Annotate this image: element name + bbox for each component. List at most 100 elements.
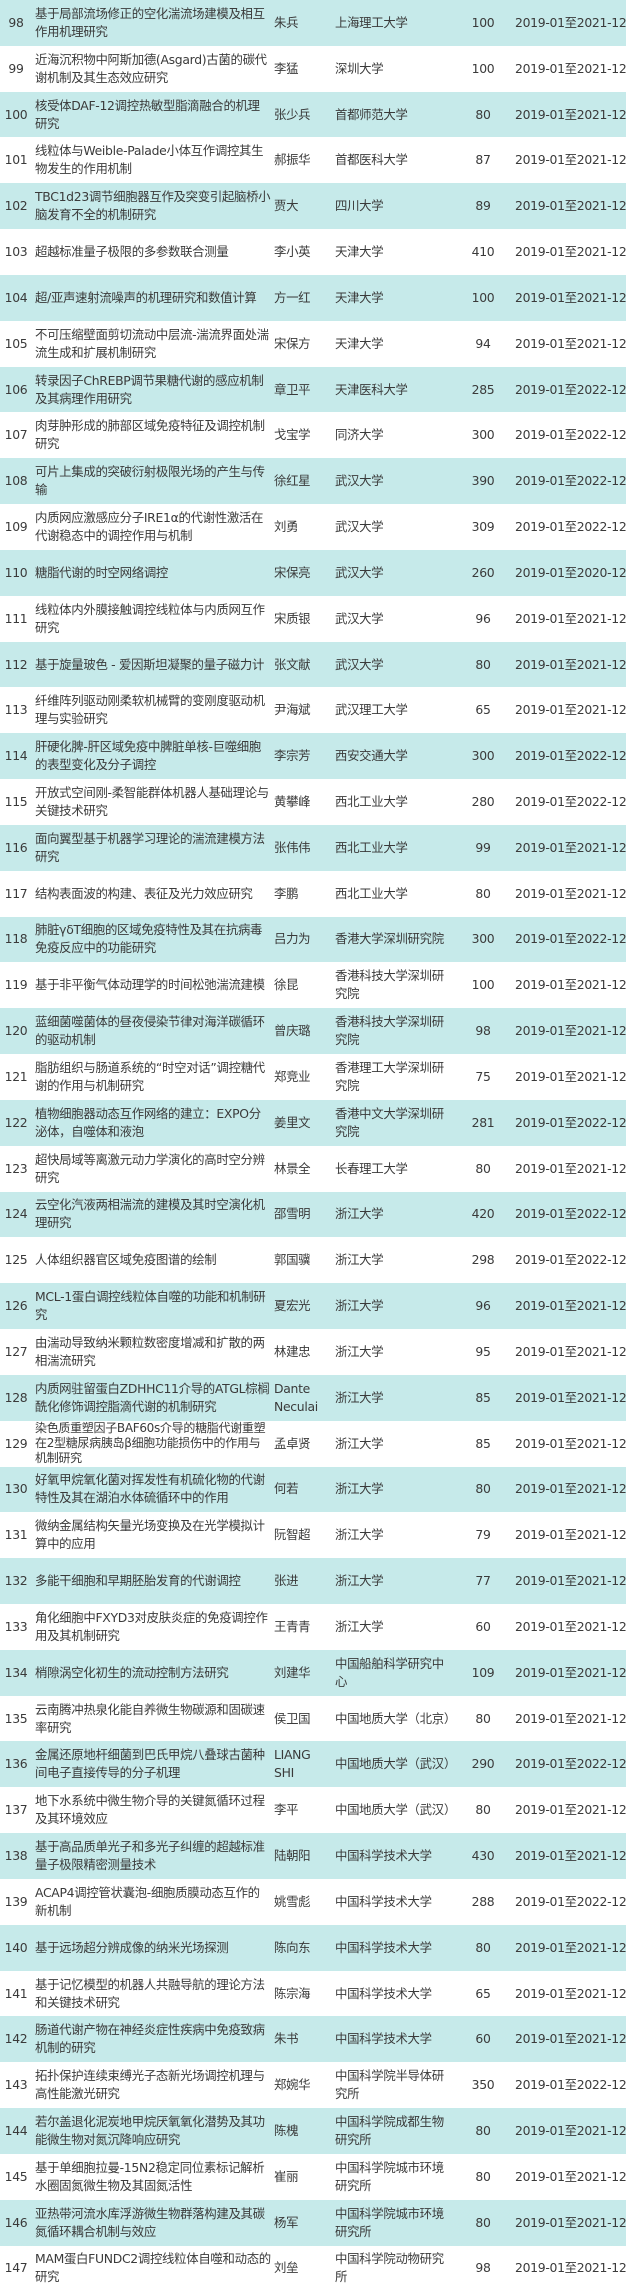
num-text: 129 bbox=[4, 1435, 28, 1451]
title-text: 线粒体内外膜接触调控线粒体与内质网互作研究 bbox=[35, 601, 265, 635]
cell-period: 2019-01至2021-12 bbox=[515, 2016, 626, 2062]
cell-title: 由湍动导致纳米颗粒数密度增减和扩散的两相湍流研究 bbox=[35, 1329, 271, 1375]
table-row: 124 云空化汽液两相湍流的建模及其时空演化机理研究 邵雪明 浙江大学 420 2019-… bbox=[0, 1191, 626, 1238]
leader-text: 李小英 bbox=[274, 244, 311, 260]
cell-leader: 方一红 bbox=[274, 275, 332, 321]
cell-leader: 侯卫国 bbox=[274, 1696, 332, 1742]
cell-org: 香港中文大学深圳研究院 bbox=[335, 1100, 453, 1146]
leader-text: 李猛 bbox=[274, 60, 299, 76]
amount-text: 309 bbox=[471, 519, 495, 535]
leader-text: 刘勇 bbox=[274, 519, 299, 535]
leader-text: Dante Neculai bbox=[274, 1380, 318, 1414]
cell-period: 2019-01至2020-12 bbox=[515, 550, 626, 596]
num-text: 122 bbox=[4, 1114, 28, 1130]
org-text: 武汉大学 bbox=[335, 564, 384, 580]
cell-org: 浙江大学 bbox=[335, 1467, 453, 1513]
org-text: 中国科学技术大学 bbox=[335, 1939, 432, 1955]
cell-period: 2019-01至2021-12 bbox=[515, 2246, 626, 2292]
num-text: 123 bbox=[4, 1160, 28, 1176]
cell-num: 105 bbox=[0, 321, 32, 367]
org-text: 浙江大学 bbox=[335, 1389, 384, 1405]
cell-period: 2019-01至2021-12 bbox=[515, 2108, 626, 2154]
title-text: 基于旋量玻色 - 爱因斯坦凝聚的量子磁力计 bbox=[35, 656, 265, 672]
cell-org: 中国科学院半导体研究所 bbox=[335, 2062, 453, 2108]
num-text: 118 bbox=[4, 931, 28, 947]
num-text: 103 bbox=[4, 244, 28, 260]
amount-text: 280 bbox=[471, 793, 495, 809]
cell-org: 天津大学 bbox=[335, 321, 453, 367]
amount-text: 65 bbox=[475, 702, 491, 718]
org-text: 浙江大学 bbox=[335, 1618, 384, 1634]
cell-period: 2019-01至2021-12 bbox=[515, 2154, 626, 2200]
org-text: 中国科学院动物研究所 bbox=[335, 2251, 444, 2285]
cell-org: 中国科学院城市环境研究所 bbox=[335, 2154, 453, 2200]
leader-text: 李鹏 bbox=[274, 885, 299, 901]
period-text: 2019-01至2021-12 bbox=[515, 2123, 626, 2138]
cell-period: 2019-01至2021-12 bbox=[515, 275, 626, 321]
table-row: 132 多能干细胞和早期胚胎发育的代谢调控 张进 浙江大学 77 2019-01至2021… bbox=[0, 1558, 626, 1604]
org-text: 中国科学院半导体研究所 bbox=[335, 2068, 444, 2102]
cell-num: 99 bbox=[0, 46, 32, 92]
cell-amount: 77 bbox=[458, 1558, 508, 1604]
cell-title: 梢隙涡空化初生的流动控制方法研究 bbox=[35, 1650, 271, 1696]
amount-text: 87 bbox=[475, 152, 491, 168]
cell-period: 2019-01至2021-12 bbox=[515, 596, 626, 642]
table-row: 139 ACAP4调控管状囊泡-细胞质膜动态互作的新机制 姚雪彪 中国科学技术大学 28… bbox=[0, 1879, 626, 1925]
org-text: 天津医科大学 bbox=[335, 381, 408, 397]
cell-num: 126 bbox=[0, 1283, 32, 1329]
leader-text: 邵雪明 bbox=[274, 1206, 311, 1222]
cell-period: 2019-01至2021-12 bbox=[515, 1650, 626, 1696]
amount-text: 98 bbox=[475, 2260, 491, 2276]
period-text: 2019-01至2021-12 bbox=[515, 1710, 626, 1726]
amount-text: 79 bbox=[475, 1527, 491, 1543]
leader-text: 张进 bbox=[274, 1573, 299, 1589]
cell-leader: 尹海斌 bbox=[274, 687, 332, 733]
cell-period: 2019-01至2022-12 bbox=[515, 779, 626, 825]
org-text: 浙江大学 bbox=[335, 1343, 384, 1359]
cell-org: 浙江大学 bbox=[335, 1512, 453, 1558]
cell-title: 脂肪组织与肠道系统的“时空对话”调控糖代谢的作用与机制研究 bbox=[35, 1054, 271, 1100]
leader-text: 孟卓贤 bbox=[274, 1435, 311, 1451]
cell-title: 云空化汽液两相湍流的建模及其时空演化机理研究 bbox=[35, 1192, 271, 1238]
cell-leader: 刘建华 bbox=[274, 1650, 332, 1696]
num-text: 119 bbox=[4, 977, 28, 993]
amount-text: 109 bbox=[471, 1664, 495, 1680]
org-text: 天津大学 bbox=[335, 335, 384, 351]
org-text: 四川大学 bbox=[335, 198, 384, 214]
period-text: 2019-01至2021-12 bbox=[515, 885, 626, 901]
num-text: 108 bbox=[4, 473, 28, 489]
cell-leader: 李平 bbox=[274, 1787, 332, 1833]
cell-period: 2019-01至2021-12 bbox=[515, 1696, 626, 1742]
cell-period: 2019-01至2021-12 bbox=[515, 962, 626, 1008]
org-text: 中国地质大学（武汉） bbox=[335, 1756, 456, 1772]
num-text: 115 bbox=[4, 793, 28, 809]
leader-text: 戈宝学 bbox=[274, 427, 311, 443]
amount-text: 65 bbox=[475, 1985, 491, 2001]
cell-period: 2019-01至2022-12 bbox=[515, 1879, 626, 1925]
num-text: 116 bbox=[4, 839, 28, 855]
cell-title: 线粒体与Weible-Palade小体互作调控其生物发生的作用机制 bbox=[35, 137, 271, 183]
period-text: 2019-01至2022-12 bbox=[515, 427, 626, 443]
cell-amount: 298 bbox=[458, 1237, 508, 1283]
cell-amount: 80 bbox=[458, 2108, 508, 2154]
cell-num: 131 bbox=[0, 1512, 32, 1558]
title-text: 肝硬化脾-肝区域免疫中脾脏单核-巨噬细胞的表型变化及分子调控 bbox=[35, 739, 261, 773]
num-text: 130 bbox=[4, 1481, 28, 1497]
title-text: 核受体DAF-12调控热敏型脂滴融合的机理研究 bbox=[35, 97, 260, 131]
cell-period: 2019-01至2022-12 bbox=[515, 504, 626, 550]
table-row: 134 梢隙涡空化初生的流动控制方法研究 刘建华 中国船舶科学研究中心 109 2019-… bbox=[0, 1649, 626, 1696]
cell-period: 2019-01至2021-12 bbox=[515, 1925, 626, 1971]
table-row: 129 染色质重塑因子BAF60s介导的糖脂代谢重塑在2型糖尿病胰岛β细胞功能损伤… bbox=[0, 1421, 626, 1467]
title-text: 好氧甲烷氧化菌对挥发性有机硫化物的代谢特性及其在湖泊水体硫循环中的作用 bbox=[35, 1472, 265, 1506]
amount-text: 300 bbox=[471, 748, 495, 764]
leader-text: 刘建华 bbox=[274, 1664, 311, 1680]
org-text: 武汉大学 bbox=[335, 473, 384, 489]
amount-text: 350 bbox=[471, 2077, 495, 2093]
period-text: 2019-01至2021-12 bbox=[515, 2031, 626, 2047]
num-text: 127 bbox=[4, 1343, 28, 1359]
title-text: 纤维阵列驱动刚柔软机械臂的变刚度驱动机理与实验研究 bbox=[35, 693, 265, 727]
org-text: 武汉大学 bbox=[335, 519, 384, 535]
org-text: 浙江大学 bbox=[335, 1573, 384, 1589]
cell-period: 2019-01至2022-12 bbox=[515, 1741, 626, 1787]
cell-num: 103 bbox=[0, 229, 32, 275]
